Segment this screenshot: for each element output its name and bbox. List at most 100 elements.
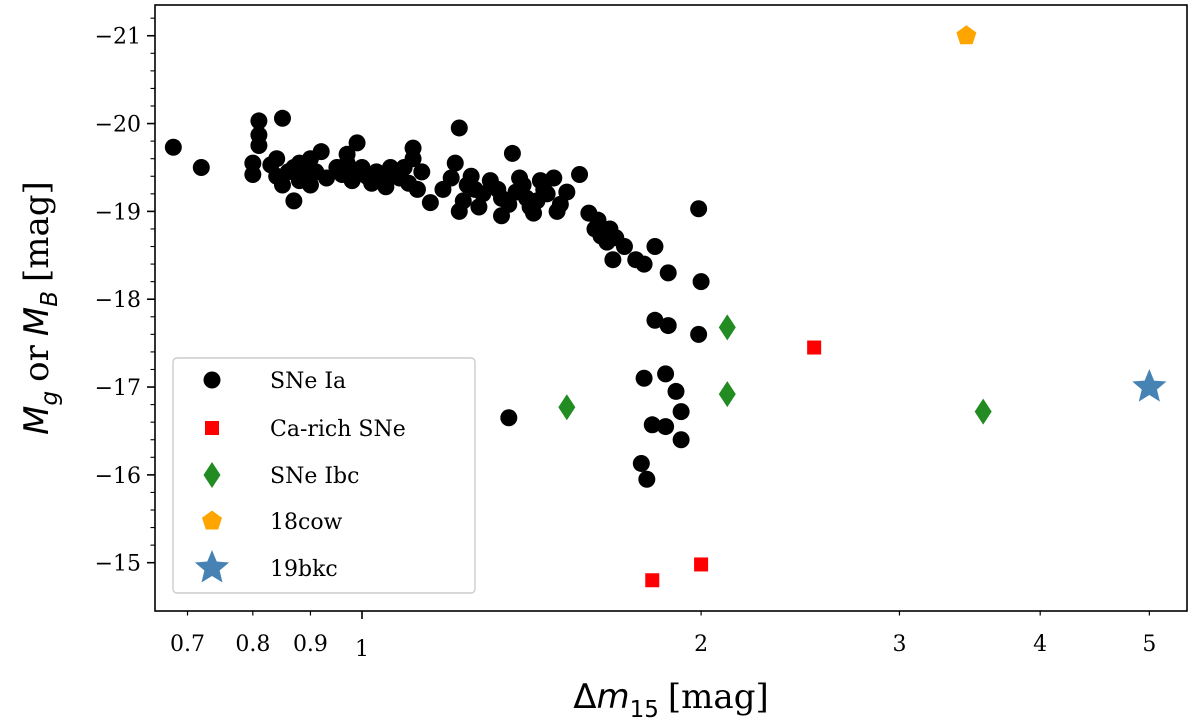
legend-marker-19bkc bbox=[194, 550, 230, 583]
y-tick-label: −15 bbox=[95, 552, 141, 577]
x-tick-label: 0.7 bbox=[170, 632, 205, 657]
data-marks bbox=[164, 25, 1167, 588]
point-sne-ia bbox=[470, 198, 488, 216]
point-sne-ia bbox=[454, 192, 472, 210]
point-sne-ia bbox=[301, 176, 319, 194]
point-sne-ia bbox=[312, 143, 330, 161]
point-sne-ia bbox=[558, 183, 576, 201]
point-sne-ia bbox=[589, 211, 607, 229]
point-sne-ia bbox=[317, 169, 335, 187]
series-19bkc bbox=[1132, 369, 1167, 402]
point-sne-ia bbox=[450, 119, 468, 137]
point-sne-ibc bbox=[558, 394, 576, 421]
x-tick-label: 0.9 bbox=[293, 632, 328, 657]
x-axis: 0.7 0.8 0.9 1 2 3 4 5 bbox=[170, 611, 1156, 662]
point-sne-ia bbox=[672, 431, 690, 449]
point-sne-ia bbox=[632, 454, 650, 472]
x-tick-label: 1 bbox=[355, 637, 369, 662]
legend-label-sne-ibc: SNe Ibc bbox=[270, 464, 359, 489]
legend-label-ca-rich-sne: Ca-rich SNe bbox=[270, 417, 406, 442]
point-sne-ia bbox=[192, 158, 210, 176]
point-sne-ia bbox=[462, 167, 480, 185]
point-ca-rich-sne bbox=[694, 557, 709, 572]
series-sne-ibc bbox=[558, 314, 992, 425]
point-sne-ia bbox=[244, 154, 262, 172]
point-sne-ia bbox=[659, 264, 677, 282]
point-sne-ia bbox=[538, 185, 556, 203]
point-sne-ia bbox=[408, 180, 426, 198]
point-sne-ia bbox=[413, 163, 431, 181]
series-sne-ia bbox=[164, 109, 710, 488]
plot-frame bbox=[154, 4, 1188, 612]
x-axis-label: Δm15 [mag] bbox=[573, 677, 768, 723]
point-sne-ia bbox=[338, 145, 356, 163]
point-sne-ia bbox=[446, 154, 464, 172]
x-tick-label: 2 bbox=[694, 632, 708, 657]
point-sne-ia bbox=[615, 238, 633, 256]
point-sne-ia bbox=[377, 178, 395, 196]
point-sne-ia bbox=[672, 403, 690, 421]
legend-marker-sne-ia bbox=[203, 371, 221, 389]
point-19bkc bbox=[1132, 369, 1167, 402]
y-tick-label: −20 bbox=[95, 113, 141, 138]
point-sne-ia bbox=[646, 238, 664, 256]
legend-marker-ca-rich-sne bbox=[205, 421, 219, 435]
point-sne-ibc bbox=[974, 398, 992, 425]
point-sne-ia bbox=[164, 138, 182, 156]
point-sne-ia bbox=[604, 251, 622, 269]
point-sne-ia bbox=[692, 273, 710, 291]
point-sne-ia bbox=[273, 109, 291, 127]
y-axis-label: MgorMB[mag] bbox=[17, 181, 63, 435]
x-tick-label: 5 bbox=[1142, 632, 1156, 657]
point-sne-ia bbox=[474, 185, 492, 203]
x-tick-label: 4 bbox=[1033, 632, 1047, 657]
point-sne-ia bbox=[657, 365, 675, 383]
point-sne-ia bbox=[268, 150, 286, 168]
point-sne-ia bbox=[442, 169, 460, 187]
point-sne-ia bbox=[545, 169, 563, 187]
point-sne-ia bbox=[500, 195, 518, 213]
point-sne-ia bbox=[690, 200, 708, 218]
point-sne-ia bbox=[657, 418, 675, 436]
legend: SNe Ia Ca-rich SNe SNe Ibc 18cow 19bkc bbox=[172, 357, 476, 594]
point-sne-ia bbox=[500, 409, 518, 427]
point-sne-ibc bbox=[718, 314, 736, 341]
point-sne-ia bbox=[638, 470, 656, 488]
point-sne-ia bbox=[646, 311, 664, 329]
point-sne-ibc bbox=[718, 381, 736, 408]
point-sne-ia bbox=[690, 325, 708, 343]
point-sne-ia bbox=[571, 166, 589, 184]
point-ca-rich-sne bbox=[807, 340, 822, 355]
point-sne-ia bbox=[659, 317, 677, 335]
legend-label-sne-ia: SNe Ia bbox=[270, 369, 346, 394]
point-sne-ia bbox=[643, 416, 661, 434]
y-tick-label: −16 bbox=[95, 464, 141, 489]
point-sne-ia bbox=[273, 176, 291, 194]
point-sne-ia bbox=[421, 194, 439, 212]
point-sne-ia bbox=[503, 144, 521, 162]
point-sne-ia bbox=[514, 176, 532, 194]
y-tick-label: −21 bbox=[95, 25, 141, 50]
y-tick-label: −18 bbox=[95, 288, 141, 313]
point-sne-ia bbox=[250, 112, 268, 130]
y-tick-label: −19 bbox=[95, 200, 141, 225]
legend-box bbox=[172, 357, 476, 594]
x-tick-label: 3 bbox=[892, 632, 906, 657]
legend-marker-sne-ibc bbox=[203, 462, 221, 488]
point-sne-ia bbox=[348, 134, 366, 152]
legend-label-18cow: 18cow bbox=[270, 510, 343, 535]
y-tick-label: −17 bbox=[95, 376, 141, 401]
legend-marker-18cow bbox=[202, 510, 222, 530]
point-sne-ia bbox=[250, 126, 268, 144]
series-18cow bbox=[956, 25, 977, 45]
point-sne-ia bbox=[635, 255, 653, 273]
series-ca-rich-sne bbox=[645, 340, 822, 588]
point-sne-ia bbox=[635, 369, 653, 387]
y-axis: −21 −20 −19 −18 −17 −16 −15 bbox=[95, 17, 155, 577]
point-sne-ia bbox=[667, 382, 685, 400]
point-ca-rich-sne bbox=[645, 573, 660, 588]
point-18cow bbox=[956, 25, 977, 45]
legend-label-19bkc: 19bkc bbox=[270, 557, 338, 582]
point-sne-ia bbox=[404, 139, 422, 157]
